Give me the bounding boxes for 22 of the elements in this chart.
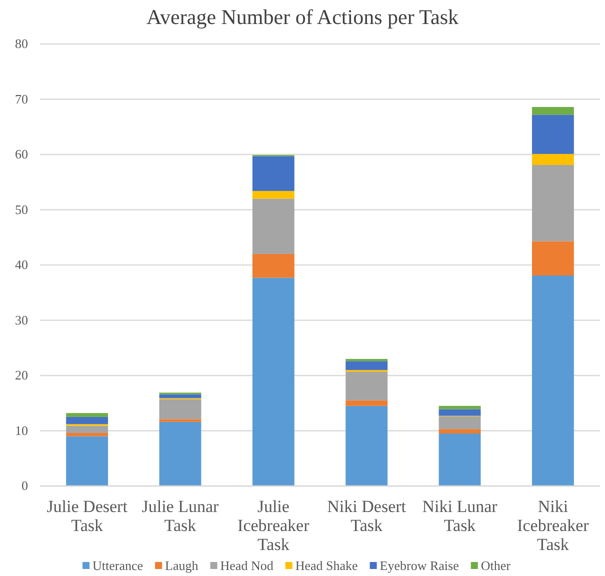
- x-tick-label: Julie Lunar Task: [142, 497, 220, 535]
- x-tick-label: Julie Icebreaker Task: [238, 497, 310, 554]
- legend-label: Head Shake: [295, 558, 358, 573]
- legend-label: Eyebrow Raise: [380, 558, 460, 573]
- y-tick-label: 10: [15, 422, 28, 438]
- y-tick-label: 80: [15, 36, 28, 52]
- x-tick-label: Julie Desert Task: [46, 497, 128, 535]
- y-tick-label: 40: [15, 257, 28, 272]
- x-tick-label: Niki Lunar Task: [422, 497, 498, 535]
- y-tick-label: 70: [15, 91, 28, 106]
- x-tick-label: Niki Icebreaker Task: [517, 497, 590, 554]
- legend-label: Laugh: [165, 558, 199, 573]
- y-tick-label: 50: [15, 202, 28, 217]
- legend-label: Head Nod: [220, 558, 274, 573]
- y-tick-label: 0: [22, 478, 28, 494]
- legend-label: Utterance: [92, 558, 144, 573]
- y-tick-label: 20: [15, 368, 28, 383]
- y-tick-label: 60: [15, 146, 28, 162]
- y-tick-label: 30: [15, 312, 28, 328]
- chart-title: Average Number of Actions per Task: [146, 5, 460, 29]
- legend-label: Other: [480, 558, 512, 573]
- x-tick-label: Niki Desert Task: [327, 497, 406, 535]
